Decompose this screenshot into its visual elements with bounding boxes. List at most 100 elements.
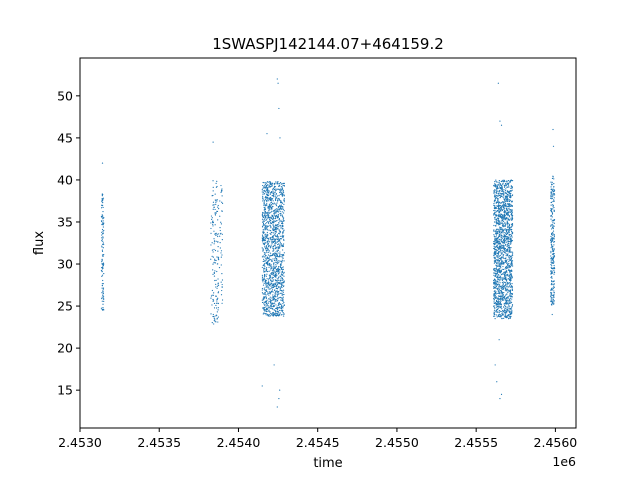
x-tick-label: 2.4550 <box>375 435 419 450</box>
data-point <box>267 184 269 186</box>
data-point <box>103 222 105 224</box>
data-point <box>505 293 508 295</box>
data-point <box>550 224 552 226</box>
data-point <box>276 202 278 204</box>
data-point <box>282 299 284 301</box>
data-point <box>101 207 103 209</box>
data-point <box>266 247 268 249</box>
data-point <box>504 251 506 253</box>
data-point <box>550 258 552 260</box>
data-point <box>276 209 278 212</box>
data-point <box>210 297 212 299</box>
data-point <box>266 229 269 231</box>
data-point <box>101 220 103 223</box>
data-point <box>101 274 104 276</box>
data-point <box>510 306 513 308</box>
data-point <box>510 241 512 243</box>
data-point <box>494 254 496 256</box>
data-point <box>495 296 497 298</box>
data-point <box>498 212 500 214</box>
data-point <box>502 196 504 198</box>
data-point <box>268 274 270 276</box>
data-point <box>215 321 217 323</box>
data-point <box>265 294 267 296</box>
data-point <box>220 264 222 266</box>
data-point <box>277 243 279 246</box>
data-point <box>283 199 285 201</box>
data-point <box>279 190 281 192</box>
data-point <box>508 270 511 272</box>
data-point <box>267 249 269 251</box>
data-point <box>493 287 496 289</box>
data-point <box>267 213 269 215</box>
data-point <box>494 260 496 262</box>
data-point <box>550 201 553 203</box>
data-point <box>550 238 552 240</box>
data-point <box>101 237 103 239</box>
data-point <box>212 294 215 296</box>
data-point <box>505 198 507 200</box>
data-point <box>497 240 499 242</box>
data-point <box>504 302 506 304</box>
data-point <box>503 211 505 214</box>
data-point <box>508 278 510 280</box>
data-point <box>504 258 506 260</box>
y-tick-label: 20 <box>57 341 73 356</box>
data-point <box>269 232 271 235</box>
data-point <box>281 226 284 228</box>
data-point <box>266 293 269 295</box>
data-point <box>493 305 495 307</box>
data-point <box>499 254 501 257</box>
data-point <box>274 279 276 281</box>
data-point <box>508 200 510 202</box>
data-point <box>270 302 273 304</box>
data-point <box>270 304 272 306</box>
data-point <box>101 223 103 226</box>
data-point <box>502 311 504 313</box>
data-point <box>494 213 496 215</box>
data-point <box>552 193 555 195</box>
data-point <box>275 212 277 214</box>
data-point <box>272 298 274 300</box>
data-point <box>502 255 504 257</box>
data-point <box>506 237 509 239</box>
data-point <box>279 389 281 391</box>
data-point <box>553 261 555 263</box>
data-point <box>268 286 270 288</box>
data-point <box>264 271 266 273</box>
data-point <box>500 259 502 261</box>
data-point <box>551 196 553 198</box>
data-point <box>552 256 554 259</box>
data-point <box>101 296 103 298</box>
data-point <box>505 232 507 234</box>
data-point <box>511 186 513 188</box>
data-point <box>221 289 223 292</box>
data-point <box>494 200 496 202</box>
data-point <box>495 202 498 204</box>
data-point <box>503 199 506 201</box>
data-point <box>263 273 266 276</box>
data-point <box>550 293 552 295</box>
data-point <box>269 193 271 195</box>
data-point <box>274 240 277 242</box>
data-point <box>279 275 281 277</box>
data-point <box>261 266 263 269</box>
data-point <box>498 314 501 316</box>
x-tick-label: 2.4560 <box>534 435 578 450</box>
data-point <box>550 235 552 238</box>
data-point <box>500 251 502 253</box>
data-point <box>271 240 273 242</box>
data-point <box>274 273 277 276</box>
data-point <box>502 268 505 271</box>
data-point <box>282 268 284 270</box>
data-point <box>268 204 270 206</box>
data-point <box>505 305 507 308</box>
data-point <box>220 250 223 252</box>
data-point <box>508 186 510 188</box>
data-point <box>506 180 508 182</box>
data-point <box>272 205 274 208</box>
data-point <box>503 204 505 206</box>
data-point <box>505 283 507 285</box>
data-point <box>493 296 495 298</box>
data-point <box>496 228 498 230</box>
